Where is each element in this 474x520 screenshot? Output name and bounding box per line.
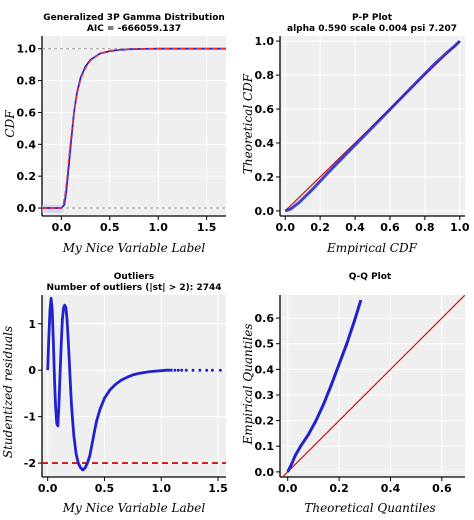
cdf-y-tick-label: 0.8 <box>17 75 37 88</box>
cdf-x-tick-label: 0.0 <box>52 221 72 234</box>
outliers-y-tick-label: -2 <box>24 457 36 470</box>
pp-x-tick-label: 0.2 <box>310 221 330 234</box>
outliers-point <box>173 368 177 372</box>
qq-y-tick-label: 0.0 <box>255 466 275 479</box>
outliers-point <box>210 368 214 372</box>
pp-x-tick-label: 0.0 <box>275 221 295 234</box>
outliers-point <box>176 368 180 372</box>
pp-panel: P-P Plot alpha 0.590 scale 0.004 psi 7.2… <box>241 13 470 255</box>
cdf-y-tick-label: 0.4 <box>17 138 37 151</box>
outliers-subtitle: Number of outliers (|st| > 2): 2744 <box>46 283 221 293</box>
cdf-y-tick-label: 1.0 <box>17 43 37 56</box>
outliers-point <box>205 368 209 372</box>
qq-x-label: Theoretical Quantiles <box>304 501 435 515</box>
pp-x-label: Empirical CDF <box>326 241 418 255</box>
cdf-x-tick-label: 0.5 <box>100 221 120 234</box>
outliers-x-label: My Nice Variable Label <box>62 501 206 515</box>
cdf-y-tick-label: 0.2 <box>17 170 37 183</box>
pp-y-tick-label: 0.6 <box>255 103 275 116</box>
outliers-x-tick-label: 0.0 <box>38 482 58 495</box>
qq-y-tick-label: 0.1 <box>255 440 275 453</box>
pp-subtitle: alpha 0.590 scale 0.004 psi 7.207 <box>287 24 457 34</box>
qq-marks <box>281 295 465 477</box>
cdf-y-tick-label: 0.6 <box>17 106 37 119</box>
qq-x-tick-label: 0.4 <box>381 482 401 495</box>
pp-title: P-P Plot <box>352 13 393 23</box>
outliers-x-tick-label: 1.0 <box>152 482 172 495</box>
outliers-point <box>184 368 188 372</box>
qq-panel: Q-Q Plot Theoretical Quantiles Empirical… <box>241 272 465 515</box>
pp-marks <box>284 40 461 213</box>
outliers-plot-area <box>42 295 226 477</box>
outliers-title: Outliers <box>114 272 154 282</box>
qq-y-tick-label: 0.4 <box>255 363 275 376</box>
outliers-marks <box>42 296 226 472</box>
cdf-empirical-line <box>42 47 226 209</box>
qq-y-tick-label: 0.2 <box>255 415 275 428</box>
cdf-x-label: My Nice Variable Label <box>62 241 206 255</box>
outliers-x-tick-label: 0.5 <box>95 482 115 495</box>
qq-reference-line <box>281 295 465 477</box>
outliers-panel: Outliers Number of outliers (|st| > 2): … <box>1 272 228 515</box>
pp-y-tick-label: 1.0 <box>255 35 275 48</box>
pp-y-tick-label: 0.2 <box>255 171 275 184</box>
outliers-point <box>180 368 184 372</box>
outliers-y-tick-label: -1 <box>24 411 36 424</box>
outliers-y-label: Studentized residuals <box>1 326 15 458</box>
qq-x-tick-label: 0.2 <box>329 482 349 495</box>
pp-y-tick-label: 0.4 <box>255 137 275 150</box>
pp-points-line <box>284 40 461 213</box>
pp-x-tick-label: 0.4 <box>345 221 365 234</box>
cdf-fitted-line <box>42 48 226 209</box>
pp-y-label: Theoretical CDF <box>241 73 255 174</box>
outliers-point <box>198 368 202 372</box>
cdf-title: Generalized 3P Gamma Distribution <box>43 13 225 23</box>
qq-title: Q-Q Plot <box>349 272 392 282</box>
cdf-x-tick-label: 1.0 <box>148 221 168 234</box>
outliers-y-tick-label: 1 <box>28 318 36 331</box>
pp-y-tick-label: 0.8 <box>255 69 275 82</box>
outliers-point <box>191 368 195 372</box>
cdf-panel: Generalized 3P Gamma Distribution AIC = … <box>3 13 226 255</box>
qq-y-tick-label: 0.6 <box>255 312 275 325</box>
cdf-subtitle: AIC = -666059.137 <box>87 24 181 34</box>
qq-y-label: Empirical Quantiles <box>241 324 255 446</box>
cdf-y-tick-label: 0.0 <box>17 202 37 215</box>
cdf-plot-area <box>42 36 226 216</box>
qq-points-line <box>286 299 363 473</box>
pp-y-tick-label: 0.0 <box>255 205 275 218</box>
outliers-point <box>218 368 222 372</box>
qq-x-tick-label: 0.6 <box>432 482 452 495</box>
qq-x-tick-label: 0.0 <box>278 482 298 495</box>
pp-x-tick-label: 0.6 <box>380 221 400 234</box>
cdf-y-label: CDF <box>3 110 17 138</box>
outliers-x-tick-label: 1.5 <box>208 482 228 495</box>
qq-y-tick-label: 0.5 <box>255 338 275 351</box>
pp-x-tick-label: 0.8 <box>415 221 435 234</box>
cdf-marks <box>42 47 226 213</box>
outliers-residual-curve <box>46 296 173 472</box>
outliers-y-tick-label: 0 <box>28 364 36 377</box>
qq-y-tick-label: 0.3 <box>255 389 275 402</box>
pp-x-tick-label: 1.0 <box>450 221 470 234</box>
cdf-x-tick-label: 1.5 <box>197 221 217 234</box>
